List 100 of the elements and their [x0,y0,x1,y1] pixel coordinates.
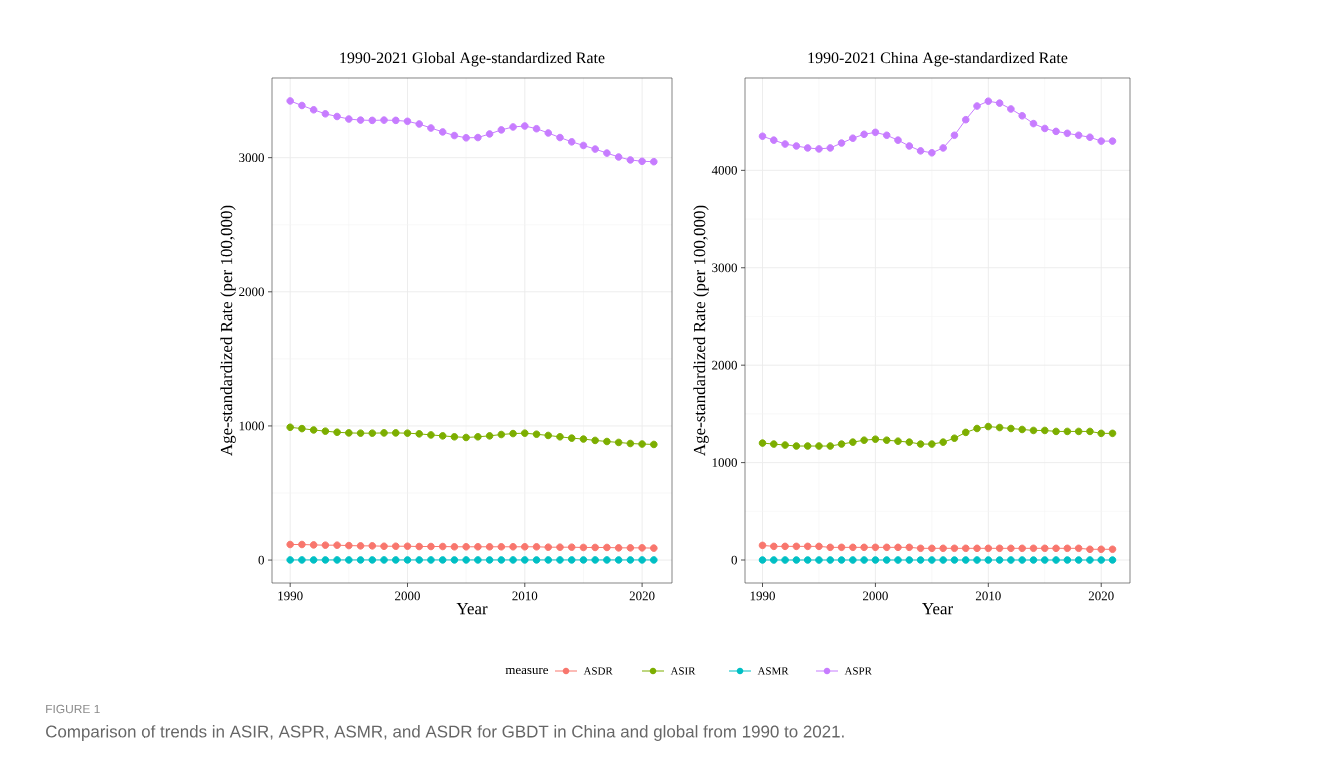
point [403,556,412,564]
point [567,543,576,551]
point [321,541,330,549]
point [1086,545,1094,554]
point [984,97,993,105]
point [837,139,846,147]
point [1029,556,1038,564]
point [973,102,981,110]
point [298,424,306,433]
point [1052,556,1060,564]
point [1086,427,1094,436]
point [286,423,294,432]
point [826,556,835,564]
point [614,544,623,552]
point [380,116,388,124]
point [532,430,541,439]
point [403,117,412,126]
point [380,542,388,551]
point [781,140,789,148]
point [961,428,970,437]
point [1052,127,1060,136]
point [882,436,891,444]
point [450,433,459,441]
point [591,436,599,445]
legend-label: ASDR [583,667,613,675]
point [333,112,341,121]
point [837,440,846,448]
point [309,106,318,114]
point [950,556,959,564]
point [579,556,588,564]
point [1018,112,1026,120]
point [286,540,294,549]
point [1029,119,1038,128]
point [650,544,658,552]
point [626,156,635,164]
point [626,439,635,448]
point [391,556,400,564]
point [1040,544,1049,553]
point [894,136,902,144]
point [521,543,529,551]
point [650,556,658,564]
point [544,543,553,551]
point [792,542,801,551]
point [837,556,846,564]
point [894,437,902,445]
point [1108,137,1117,145]
point [521,556,529,564]
point [781,542,789,551]
legend-label: ASMR [757,667,789,675]
point [1040,124,1049,133]
point [638,440,646,448]
point [521,429,529,437]
point [939,544,947,553]
text: Comparison of trends in ASIR, ASPR, ASMR, and ASDR for GBDT in China and global from 1990 to 2021. [46,725,844,741]
point [803,144,812,152]
point [1007,544,1015,553]
point [1074,427,1083,436]
point [770,542,778,551]
chart-title: 1990-2021 Global Age-standardized Rate [340,51,605,67]
point [1074,131,1083,140]
point [614,153,623,161]
point [770,556,778,564]
point [815,145,823,153]
point [860,436,868,444]
point [871,128,880,137]
point [973,556,981,564]
point [438,432,447,440]
point [380,429,388,437]
point [427,431,435,439]
point [298,556,306,564]
point [544,556,553,564]
point [438,556,447,564]
point [650,440,658,449]
point [333,428,341,437]
y-tick-label: 1000 [239,421,264,431]
point [995,556,1004,564]
point [984,422,993,431]
point [485,432,494,440]
point [781,441,789,449]
point [1097,429,1106,438]
point [298,101,306,110]
point [815,542,823,551]
point [603,543,611,552]
point [1040,426,1049,435]
point [286,556,294,564]
point [345,115,353,123]
point [1097,556,1106,564]
point [860,130,868,139]
point [882,543,891,552]
point [758,132,767,141]
point [1108,556,1117,564]
point [849,134,857,142]
point [1097,545,1106,554]
point [916,544,925,553]
point [1018,544,1026,553]
point [556,543,564,551]
point [950,131,959,140]
point [1097,137,1106,145]
point [509,556,517,564]
point [1007,424,1015,433]
